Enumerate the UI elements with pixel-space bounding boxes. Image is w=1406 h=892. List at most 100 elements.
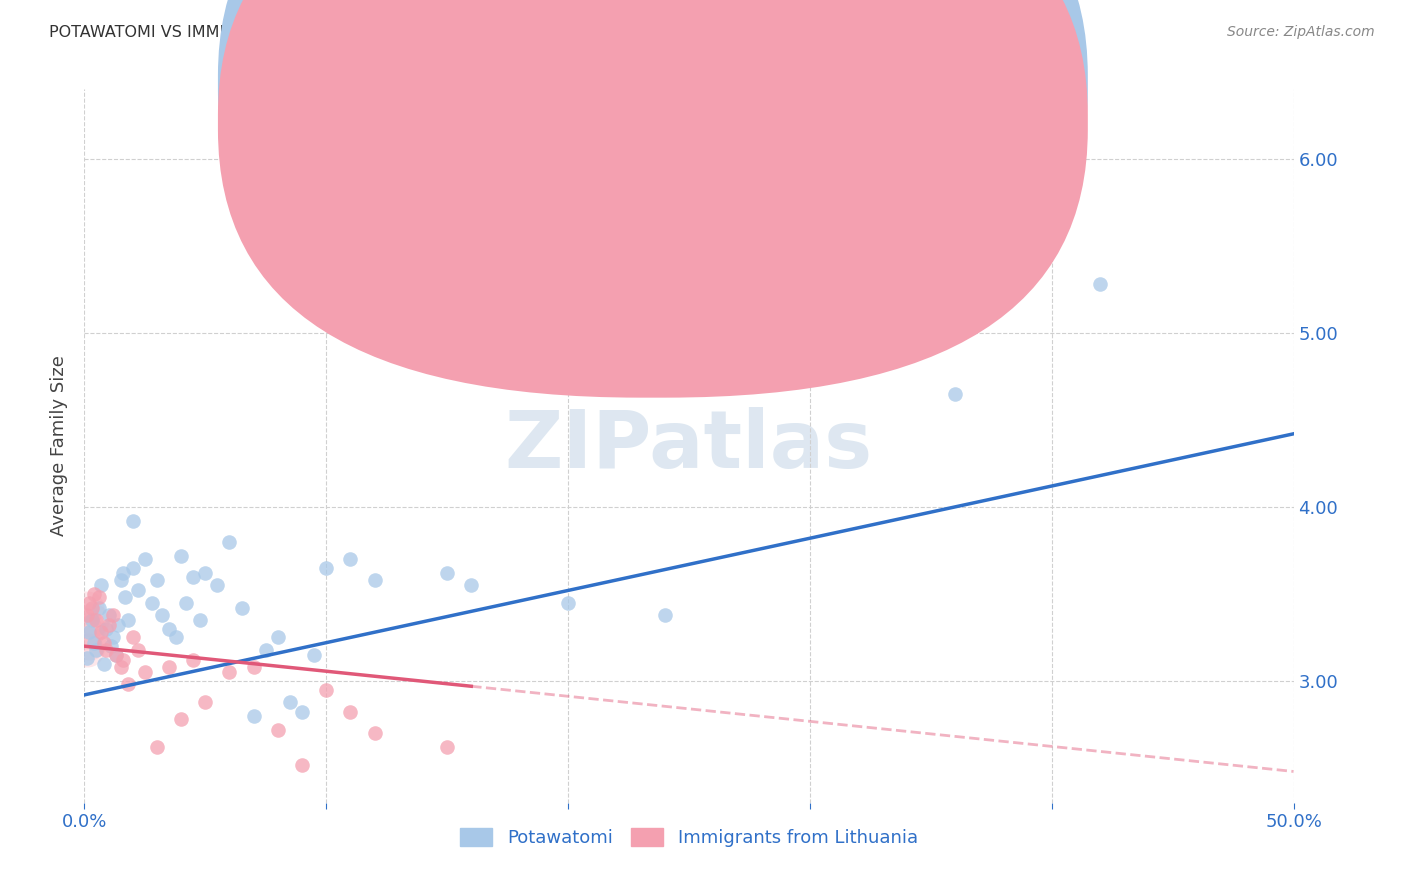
- Point: [87, 600, 110, 615]
- Text: 30: 30: [860, 112, 884, 129]
- Point: [460, 578, 482, 592]
- Point: [339, 706, 361, 720]
- Point: [76, 651, 98, 665]
- Point: [127, 642, 149, 657]
- Point: [134, 552, 156, 566]
- Point: [557, 596, 579, 610]
- Point: [291, 757, 314, 772]
- Point: [76, 642, 98, 657]
- Point: [315, 682, 337, 697]
- Point: [76, 607, 98, 622]
- Point: [83, 635, 105, 649]
- Point: [170, 549, 193, 563]
- Point: [94, 642, 117, 657]
- Point: [87, 591, 110, 605]
- Point: [104, 648, 127, 662]
- Text: ZIPatlas: ZIPatlas: [505, 407, 873, 485]
- Point: [127, 583, 149, 598]
- Point: [100, 639, 122, 653]
- Point: [181, 569, 204, 583]
- Point: [231, 600, 253, 615]
- Point: [97, 607, 120, 622]
- Point: [242, 708, 264, 723]
- Point: [146, 740, 169, 755]
- Point: [1088, 277, 1111, 292]
- Point: [93, 635, 115, 649]
- Point: [86, 613, 108, 627]
- Point: [80, 613, 103, 627]
- Point: [134, 665, 156, 680]
- Text: R =: R =: [678, 112, 710, 129]
- Point: [77, 635, 100, 649]
- Point: [157, 660, 180, 674]
- Point: [315, 561, 337, 575]
- Point: [77, 596, 100, 610]
- Point: [86, 642, 108, 657]
- Point: [112, 566, 135, 580]
- Point: [121, 631, 143, 645]
- Point: [80, 613, 103, 627]
- Text: Source: ZipAtlas.com: Source: ZipAtlas.com: [1227, 25, 1375, 39]
- Point: [77, 625, 100, 640]
- Text: N =: N =: [814, 72, 848, 90]
- Y-axis label: Average Family Size: Average Family Size: [49, 356, 67, 536]
- Point: [302, 648, 325, 662]
- Point: [76, 625, 98, 640]
- Point: [278, 695, 301, 709]
- Point: [103, 607, 125, 622]
- Point: [165, 631, 187, 645]
- Point: [242, 660, 264, 674]
- Point: [267, 723, 290, 737]
- Point: [146, 573, 169, 587]
- Text: R =: R =: [678, 72, 710, 90]
- Point: [194, 566, 217, 580]
- Point: [90, 578, 112, 592]
- Point: [103, 631, 125, 645]
- Point: [436, 566, 458, 580]
- Point: [76, 600, 98, 615]
- Point: [141, 596, 163, 610]
- Point: [157, 622, 180, 636]
- Point: [110, 573, 132, 587]
- Point: [267, 631, 290, 645]
- Point: [97, 618, 120, 632]
- Point: [218, 665, 240, 680]
- Point: [121, 514, 143, 528]
- Point: [94, 622, 117, 636]
- Point: [107, 618, 129, 632]
- Point: [114, 591, 136, 605]
- Point: [363, 573, 385, 587]
- Text: 50: 50: [860, 72, 884, 90]
- Point: [174, 596, 197, 610]
- Point: [943, 386, 966, 401]
- Legend: Potawatomi, Immigrants from Lithuania: Potawatomi, Immigrants from Lithuania: [453, 821, 925, 855]
- Point: [654, 607, 676, 622]
- Point: [110, 660, 132, 674]
- Point: [83, 587, 105, 601]
- Point: [194, 695, 217, 709]
- Point: [190, 613, 212, 627]
- Point: [90, 625, 112, 640]
- Point: [117, 613, 139, 627]
- Point: [117, 677, 139, 691]
- Point: [254, 642, 277, 657]
- Point: [93, 657, 115, 671]
- Point: [181, 653, 204, 667]
- Point: [150, 607, 173, 622]
- Point: [112, 653, 135, 667]
- Point: [207, 578, 229, 592]
- Text: -0.455: -0.455: [725, 112, 789, 129]
- Point: [291, 706, 314, 720]
- Point: [363, 726, 385, 740]
- Point: [339, 552, 361, 566]
- Point: [77, 622, 100, 636]
- Point: [436, 740, 458, 755]
- Point: [121, 561, 143, 575]
- Point: [218, 534, 240, 549]
- Text: POTAWATOMI VS IMMIGRANTS FROM LITHUANIA AVERAGE FAMILY SIZE CORRELATION CHART: POTAWATOMI VS IMMIGRANTS FROM LITHUANIA …: [49, 25, 793, 40]
- Text: 0.549: 0.549: [725, 72, 789, 90]
- Point: [104, 648, 127, 662]
- Point: [170, 712, 193, 726]
- Text: N =: N =: [814, 112, 848, 129]
- Point: [80, 600, 103, 615]
